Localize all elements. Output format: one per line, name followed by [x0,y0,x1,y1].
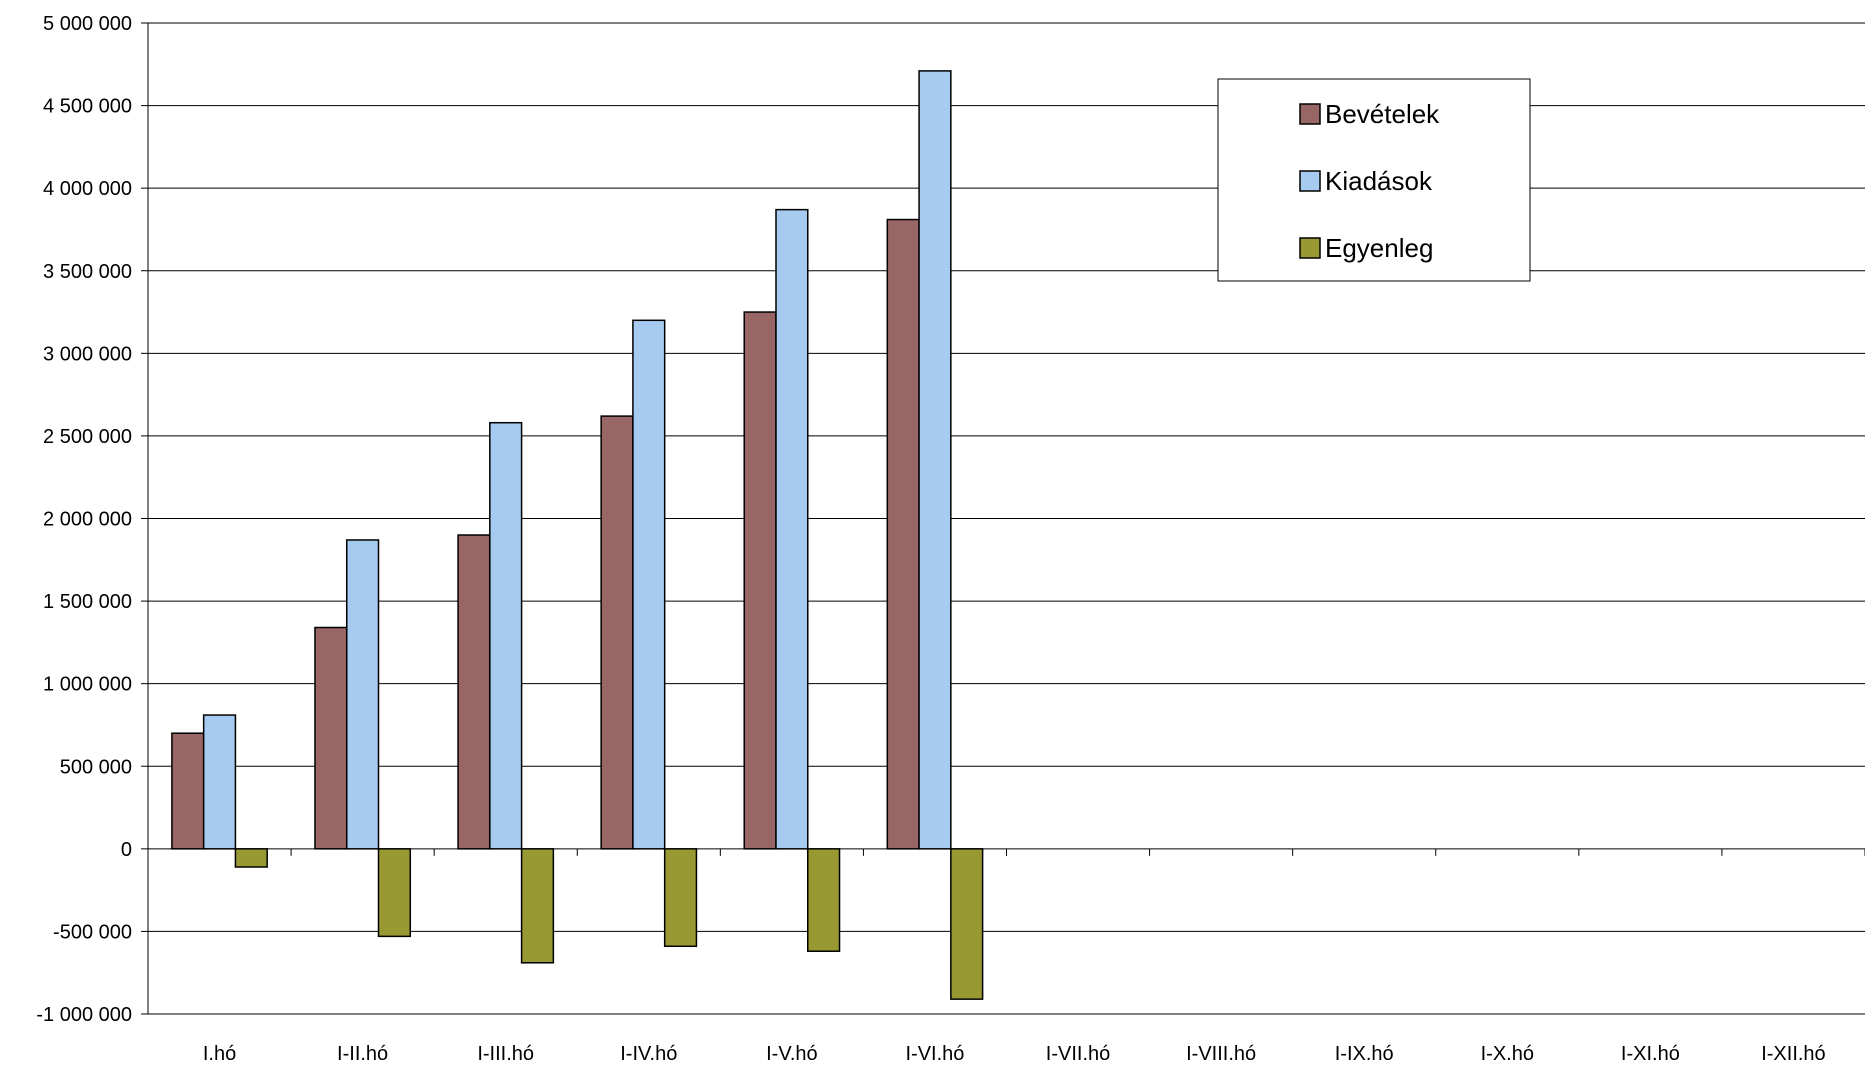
bar-Kiadások [489,421,523,850]
legend-label: Kiadások [1325,166,1433,196]
y-tick-label: 4 000 000 [43,178,132,200]
y-tick-label: 4 500 000 [43,96,132,118]
x-axis-tick-labels: I.hó I-II.hó I-III.hó I-IV.hó I-V.hó I-VI.hó I… [203,1043,1826,1065]
y-tick-label: 0 [121,839,132,861]
y-tick-label: 5 000 000 [43,13,132,35]
bar-Kiadások [632,319,666,850]
y-tick-label: 2 000 000 [43,509,132,531]
bar-Kiadások [775,208,809,850]
bar-Kiadások [345,539,380,850]
x-tick-label: I-II.hó [337,1043,388,1065]
x-tick-label: I-III.hó [477,1043,534,1065]
legend-swatch [1299,103,1321,125]
legend-label: Egyenleg [1325,233,1433,263]
y-tick-label: -1 000 000 [36,1004,132,1026]
legend-label: Bevételek [1325,99,1440,129]
bar-Egyenleg [663,848,698,948]
legend-box [1217,78,1531,282]
bar-Bevételek [171,732,205,850]
x-tick-label: I-VI.hó [905,1043,964,1065]
x-tick-label: I-IV.hó [620,1043,677,1065]
bar-Kiadások [202,714,237,850]
y-tick-label: 1 500 000 [43,591,132,613]
y-tick-label: 2 500 000 [43,426,132,448]
bar-Bevételek [600,415,634,850]
bar-Bevételek [457,534,491,850]
x-tick-label: I-XI.hó [1621,1043,1680,1065]
x-tick-label: I-V.hó [766,1043,818,1065]
legend-swatch [1299,170,1321,192]
bar-Egyenleg [807,848,841,952]
bar-Egyenleg [520,848,555,964]
legend-swatch [1299,237,1321,259]
x-tick-label: I-XII.hó [1761,1043,1825,1065]
bar-Egyenleg [234,848,268,868]
y-tick-label: 3 000 000 [43,343,132,365]
bar-Egyenleg [377,848,412,938]
y-tick-label: 3 500 000 [43,261,132,283]
x-tick-label: I-IX.hó [1335,1043,1394,1065]
bar-Egyenleg [950,848,984,1000]
bar-Bevételek [886,218,920,850]
legend: Bevételek Kiadások Egyenleg [1217,78,1531,282]
y-tick-label: -500 000 [53,921,132,943]
x-tick-label: I-X.hó [1481,1043,1534,1065]
bar-Bevételek [314,626,348,850]
bars [171,70,984,1000]
bar-Kiadások [918,70,952,850]
x-tick-label: I.hó [203,1043,236,1065]
axes [147,23,1865,1014]
y-axis-tick-labels: 5 000 000 4 500 000 4 000 000 3 500 000 3 00… [36,13,132,1026]
x-tick-label: I-VIII.hó [1186,1043,1256,1065]
x-tick-label: I-VII.hó [1046,1043,1110,1065]
y-tick-label: 500 000 [60,756,132,778]
y-tick-label: 1 000 000 [43,674,132,696]
bar-Bevételek [743,311,777,850]
